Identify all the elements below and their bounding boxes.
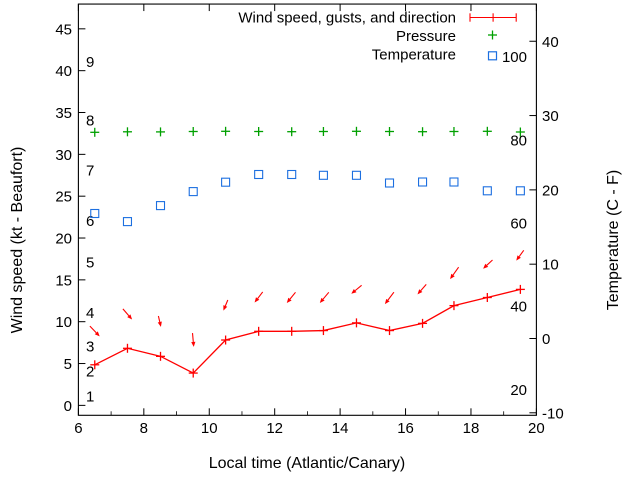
svg-text:5: 5 (86, 255, 94, 272)
svg-text:7: 7 (86, 163, 94, 180)
svg-text:25: 25 (55, 189, 72, 206)
svg-text:10: 10 (542, 257, 559, 274)
svg-text:45: 45 (55, 21, 72, 38)
svg-text:20: 20 (528, 420, 545, 437)
svg-text:40: 40 (510, 299, 527, 316)
svg-text:8: 8 (140, 420, 148, 437)
svg-text:5: 5 (64, 356, 72, 373)
svg-text:16: 16 (397, 420, 414, 437)
svg-text:20: 20 (510, 382, 527, 399)
svg-text:Wind speed (kt - Beaufort): Wind speed (kt - Beaufort) (9, 147, 26, 334)
svg-text:18: 18 (463, 420, 480, 437)
svg-text:Temperature (C - F): Temperature (C - F) (605, 170, 622, 310)
svg-text:8: 8 (86, 112, 94, 129)
svg-text:Pressure: Pressure (396, 28, 456, 45)
svg-text:0: 0 (64, 398, 72, 415)
svg-text:3: 3 (86, 338, 94, 355)
svg-text:30: 30 (55, 147, 72, 164)
svg-text:100: 100 (502, 49, 527, 66)
svg-text:20: 20 (55, 231, 72, 248)
svg-text:6: 6 (74, 420, 82, 437)
svg-text:40: 40 (542, 34, 559, 51)
svg-text:4: 4 (86, 305, 94, 322)
svg-text:Temperature: Temperature (372, 46, 456, 63)
svg-text:20: 20 (542, 182, 559, 199)
svg-text:9: 9 (86, 54, 94, 71)
svg-text:2: 2 (86, 363, 94, 380)
svg-text:Local time (Atlantic/Canary): Local time (Atlantic/Canary) (209, 455, 406, 472)
svg-text:60: 60 (510, 215, 527, 232)
svg-text:-10: -10 (542, 405, 564, 422)
svg-text:10: 10 (201, 420, 218, 437)
svg-text:0: 0 (542, 331, 550, 348)
svg-text:15: 15 (55, 272, 72, 289)
svg-text:12: 12 (266, 420, 283, 437)
svg-text:Wind speed, gusts, and directi: Wind speed, gusts, and direction (238, 10, 456, 27)
svg-text:80: 80 (510, 132, 527, 149)
svg-text:1: 1 (86, 389, 94, 406)
svg-text:10: 10 (55, 314, 72, 331)
svg-text:40: 40 (55, 63, 72, 80)
svg-text:14: 14 (332, 420, 349, 437)
svg-text:35: 35 (55, 105, 72, 122)
svg-text:30: 30 (542, 108, 559, 125)
svg-text:6: 6 (86, 213, 94, 230)
